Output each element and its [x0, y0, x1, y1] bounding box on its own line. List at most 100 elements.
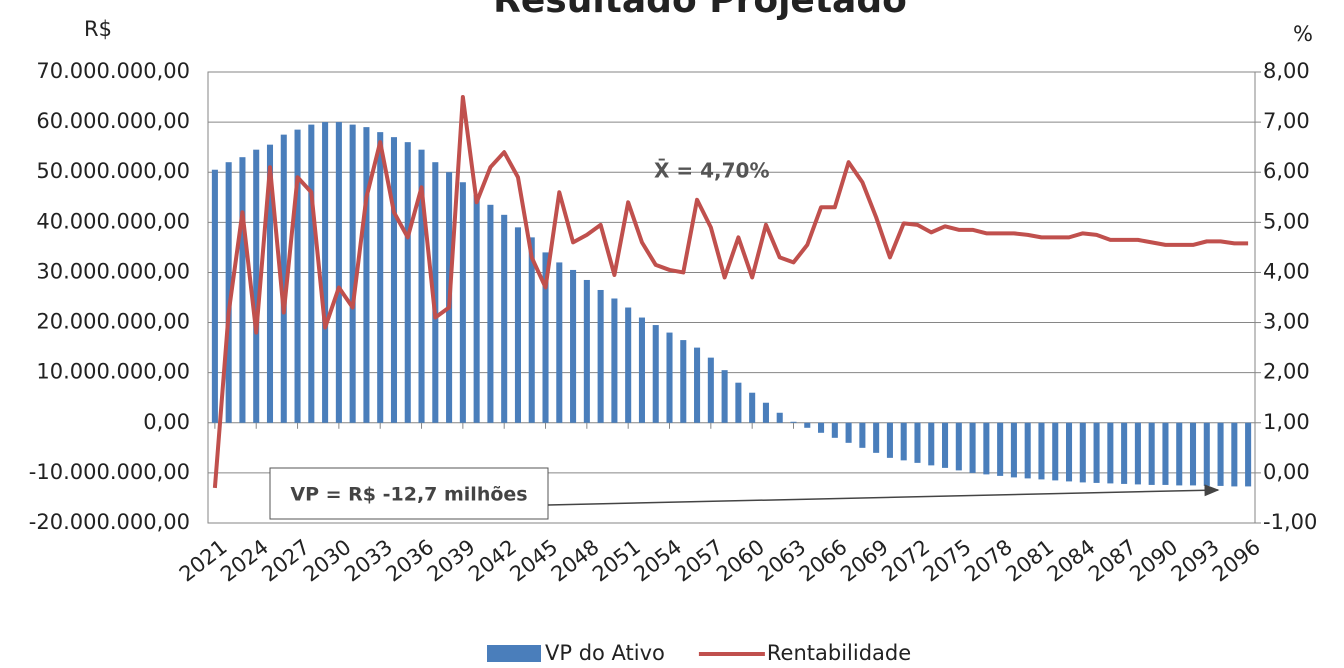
bar	[942, 422, 949, 468]
y2-tick-label: 7,00	[1263, 109, 1310, 133]
bar	[487, 204, 494, 423]
chart-title: Resultado Projetado	[493, 0, 907, 21]
bar	[1134, 422, 1141, 485]
vp-annotation: VP = R$ -12,7 milhões	[290, 484, 527, 506]
y2-tick-label: 8,00	[1263, 59, 1310, 83]
bar	[1024, 422, 1031, 479]
bar	[666, 332, 673, 423]
y-tick-label: -20.000.000,00	[29, 510, 190, 534]
bar	[1231, 422, 1238, 487]
x-tick-label: 2075	[919, 535, 976, 587]
bar	[570, 269, 577, 423]
bar	[432, 162, 439, 423]
bar	[239, 157, 246, 423]
bar	[514, 227, 521, 423]
bar	[349, 124, 356, 423]
bar	[266, 144, 274, 423]
y2-axis-label: %	[1293, 22, 1313, 46]
y2-tick-label: 3,00	[1263, 310, 1310, 334]
bar	[694, 347, 701, 423]
x-tick-label: 2054	[629, 535, 686, 587]
y2-tick-label: 5,00	[1263, 209, 1310, 233]
bar	[997, 422, 1004, 476]
mean-annotation: X̄ = 4,70%	[654, 159, 770, 183]
y-tick-label: 0,00	[143, 410, 190, 434]
bar	[1079, 422, 1086, 483]
bar	[322, 122, 329, 423]
legend-swatch	[487, 645, 541, 662]
x-tick-label: 2078	[960, 535, 1017, 587]
x-tick-label: 2066	[795, 535, 852, 587]
y-tick-label: 30.000.000,00	[36, 259, 190, 283]
y2-tick-label: 2,00	[1263, 360, 1310, 384]
annotation-box	[269, 467, 549, 520]
bar	[873, 422, 880, 453]
bar	[253, 149, 260, 423]
x-tick-label: 2057	[671, 535, 728, 587]
bar	[1093, 422, 1100, 483]
y2-tick-label: 1,00	[1263, 410, 1310, 434]
bar	[611, 298, 618, 423]
x-tick-label: 2087	[1084, 535, 1141, 587]
y-tick-label: 60.000.000,00	[36, 109, 190, 133]
bar	[473, 194, 480, 423]
x-tick-label: 2045	[505, 535, 562, 587]
y-tick-label: 20.000.000,00	[36, 310, 190, 334]
x-tick-label: 2060	[712, 535, 769, 587]
bar	[928, 422, 935, 466]
y-tick-label: 10.000.000,00	[36, 360, 190, 384]
x-tick-label: 2036	[381, 535, 438, 587]
bar	[914, 422, 921, 463]
x-tick-label: 2084	[1043, 535, 1100, 587]
bar	[1121, 422, 1128, 484]
bar	[818, 422, 825, 433]
y-axis-label: R$	[84, 17, 112, 41]
x-tick-label: 2027	[257, 535, 314, 587]
y2-tick-label: 6,00	[1263, 159, 1310, 183]
bar	[886, 422, 893, 458]
bar	[583, 279, 590, 423]
legend-label: VP do Ativo	[545, 641, 665, 665]
bar	[377, 132, 384, 423]
bar	[1162, 422, 1169, 485]
bar	[501, 214, 508, 423]
x-tick-label: 2096	[1208, 535, 1265, 587]
line	[212, 95, 1249, 489]
x-tick-label: 2024	[216, 535, 273, 587]
x-tick-label: 2090	[1125, 535, 1182, 587]
bar	[625, 307, 632, 423]
x-tick-label: 2033	[340, 535, 397, 587]
bar	[335, 122, 342, 423]
bar	[1038, 422, 1045, 480]
x-tick-label: 2030	[299, 535, 356, 587]
y2-tick-label: 4,00	[1263, 259, 1310, 283]
plot-area	[207, 71, 1256, 524]
bar	[211, 169, 218, 423]
bar	[1245, 422, 1252, 487]
y-tick-label: 40.000.000,00	[36, 209, 190, 233]
bar	[528, 237, 535, 423]
bar	[294, 129, 301, 423]
x-tick-label: 2081	[1001, 535, 1058, 587]
y-tick-label: 50.000.000,00	[36, 159, 190, 183]
bar	[363, 127, 370, 423]
bar	[859, 422, 866, 448]
bar	[418, 149, 425, 423]
x-tick-label: 2069	[836, 535, 893, 587]
bar	[390, 137, 398, 423]
bar	[735, 382, 742, 423]
y2-tick-label: -1,00	[1263, 510, 1317, 534]
bar	[638, 317, 645, 423]
bar	[680, 340, 687, 423]
x-tick-label: 2093	[1167, 535, 1224, 587]
bar	[804, 422, 811, 428]
x-tick-label: 2063	[753, 535, 810, 587]
bar	[1052, 422, 1059, 481]
x-tick-label: 2039	[423, 535, 480, 587]
bar	[1148, 422, 1155, 485]
annotation-arrow	[547, 484, 1220, 506]
bar	[556, 262, 563, 423]
bar	[308, 124, 315, 423]
bar	[845, 422, 852, 443]
